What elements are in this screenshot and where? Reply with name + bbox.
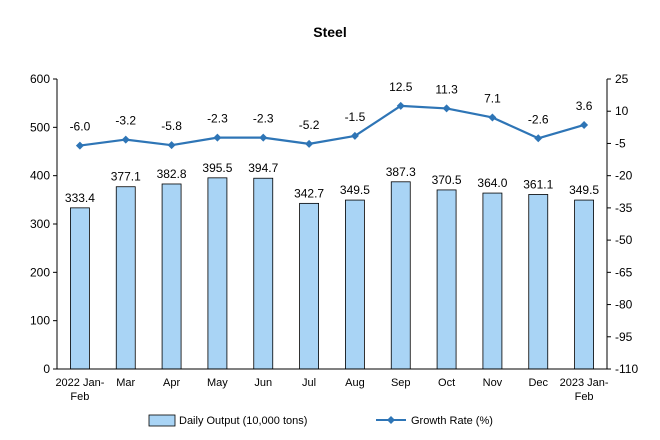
y-right-tick-label: 10 [615, 104, 629, 118]
x-tick-label: Jul [302, 377, 316, 389]
chart-title: Steel [313, 24, 346, 40]
bar [161, 183, 182, 370]
y-left-tick-label: 400 [30, 169, 50, 183]
growth-rate-value-label: -5.8 [161, 119, 182, 133]
growth-rate-value-label: -2.3 [253, 112, 274, 126]
growth-rate-value-label: -2.3 [207, 112, 228, 126]
x-tick-label: Dec [528, 377, 548, 389]
bar [482, 192, 503, 370]
bar-value-label: 333.4 [65, 191, 95, 205]
x-tick-label: 2023 Jan- [560, 377, 609, 389]
growth-rate-marker [121, 135, 130, 144]
y-right-tick-label: -5 [615, 136, 626, 150]
bar [436, 189, 457, 370]
growth-rate-value-label: 3.6 [576, 99, 593, 113]
growth-rate-marker [396, 101, 405, 110]
bar [528, 194, 549, 370]
y-right-tick-label: -80 [615, 298, 633, 312]
growth-rate-value-label: 12.5 [389, 80, 413, 94]
y-right-tick-label: 25 [615, 72, 629, 86]
y-left-tick-label: 600 [30, 72, 50, 86]
growth-rate-marker [259, 133, 268, 142]
y-left-tick-label: 200 [30, 265, 50, 279]
legend-line-marker [387, 416, 395, 424]
bar-value-label: 377.1 [111, 170, 141, 184]
bar [390, 181, 411, 370]
x-tick-label: Jun [254, 377, 272, 389]
growth-rate-value-label: -1.5 [345, 110, 366, 124]
growth-rate-line [79, 104, 585, 147]
growth-rate-marker [167, 141, 176, 150]
growth-rate-marker [534, 134, 543, 143]
bar [574, 199, 594, 370]
growth-rate-marker [488, 113, 497, 122]
bar [253, 177, 274, 370]
legend-bar-swatch [148, 414, 176, 427]
legend-line-label: Growth Rate (%) [411, 415, 493, 427]
x-tick-label: Apr [163, 377, 180, 389]
y-left-tick-label: 0 [43, 362, 50, 376]
growth-rate-marker [75, 141, 84, 150]
bar-value-label: 342.7 [294, 186, 324, 200]
bar-value-label: 349.5 [340, 183, 370, 197]
x-tick-label: Nov [483, 377, 503, 389]
bar-value-label: 370.5 [432, 173, 462, 187]
y-right-tick-label: -35 [615, 201, 633, 215]
bar [115, 186, 136, 370]
bar [345, 199, 365, 370]
x-tick-label: 2022 Jan- [55, 377, 104, 389]
bar-value-label: 349.5 [569, 183, 599, 197]
y-right-tick-label: -110 [615, 362, 638, 376]
x-tick-label: Aug [345, 377, 365, 389]
legend-bar-label: Daily Output (10,000 tons) [179, 415, 307, 427]
growth-rate-value-label: -6.0 [70, 120, 91, 134]
growth-rate-marker [580, 120, 589, 129]
x-tick-label: Oct [438, 377, 455, 389]
x-tick-label: Sep [391, 377, 411, 389]
bar-value-label: 361.1 [523, 177, 553, 191]
growth-rate-marker [350, 131, 359, 140]
bar-value-label: 387.3 [386, 165, 416, 179]
bar [70, 207, 90, 370]
y-right-tick-label: -95 [615, 330, 633, 344]
x-tick-label: May [207, 377, 228, 389]
growth-rate-marker [213, 133, 222, 142]
y-right-tick-label: -65 [615, 265, 633, 279]
growth-rate-marker [305, 139, 314, 148]
x-tick-label: Feb [70, 391, 89, 403]
y-left-tick-label: 100 [30, 314, 50, 328]
plot-area: 0 100 200 300 400 500 600 25 10 -5 -20 -35 -50 -65 -80… [30, 72, 638, 403]
growth-rate-value-label: 7.1 [484, 91, 501, 105]
growth-rate-value-label: -2.6 [528, 112, 549, 126]
y-left-tick-label: 500 [30, 120, 50, 134]
y-left-tick-label: 300 [30, 217, 50, 231]
bar-value-label: 395.5 [202, 161, 232, 175]
x-tick-label: Mar [116, 377, 135, 389]
bar-value-label: 394.7 [248, 161, 278, 175]
growth-rate-value-label: 11.3 [435, 82, 458, 96]
growth-rate-value-label: -3.2 [115, 114, 136, 128]
growth-rate-value-label: -5.2 [299, 118, 320, 132]
y-right-tick-label: -50 [615, 233, 633, 247]
bar [299, 202, 319, 370]
bar [207, 177, 228, 370]
x-tick-label: Feb [575, 391, 594, 403]
bar-value-label: 364.0 [477, 176, 507, 190]
growth-rate-marker [442, 104, 451, 113]
bar-value-label: 382.8 [157, 167, 187, 181]
y-right-tick-label: -20 [615, 169, 633, 183]
legend: Daily Output (10,000 tons) Growth Rate (%… [148, 414, 493, 427]
